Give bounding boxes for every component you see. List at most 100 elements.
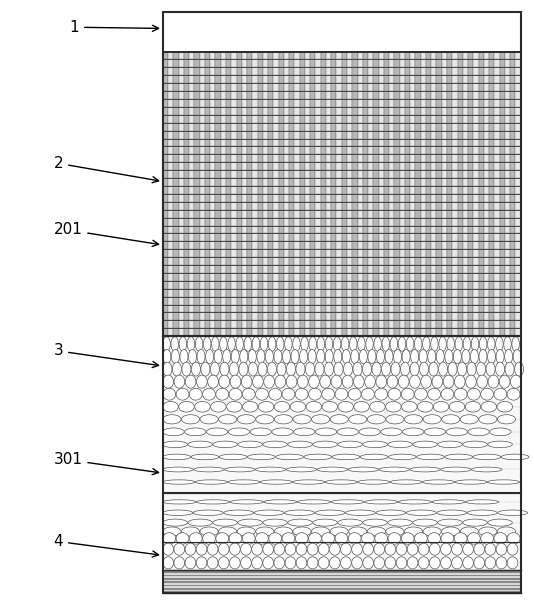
- Bar: [458, 273, 463, 281]
- Ellipse shape: [341, 543, 351, 555]
- Bar: [216, 67, 221, 75]
- Bar: [468, 241, 473, 249]
- Bar: [336, 289, 342, 296]
- Bar: [321, 218, 326, 226]
- Bar: [284, 289, 289, 296]
- Bar: [210, 139, 216, 146]
- Bar: [442, 123, 447, 131]
- Bar: [431, 162, 436, 170]
- Ellipse shape: [163, 480, 195, 484]
- Bar: [273, 194, 279, 202]
- Bar: [268, 329, 273, 336]
- Bar: [194, 83, 200, 91]
- Bar: [336, 329, 342, 336]
- Bar: [500, 67, 505, 75]
- Bar: [368, 202, 373, 210]
- Ellipse shape: [441, 467, 471, 472]
- Bar: [194, 210, 200, 218]
- Bar: [452, 170, 458, 178]
- Bar: [168, 139, 174, 146]
- Bar: [415, 170, 421, 178]
- Ellipse shape: [403, 428, 424, 436]
- Bar: [473, 75, 478, 83]
- Bar: [421, 194, 426, 202]
- Bar: [163, 146, 168, 154]
- Bar: [342, 154, 347, 162]
- Bar: [484, 67, 489, 75]
- Bar: [210, 178, 216, 186]
- Bar: [205, 59, 210, 67]
- Bar: [415, 59, 421, 67]
- Bar: [384, 83, 389, 91]
- Ellipse shape: [197, 500, 230, 504]
- Ellipse shape: [418, 402, 433, 412]
- Bar: [405, 154, 410, 162]
- Bar: [421, 234, 426, 241]
- Bar: [168, 99, 174, 107]
- Bar: [447, 321, 452, 329]
- Bar: [257, 123, 263, 131]
- Bar: [326, 131, 331, 139]
- Bar: [263, 59, 268, 67]
- Bar: [484, 281, 489, 289]
- Bar: [442, 67, 447, 75]
- Bar: [342, 312, 347, 321]
- Bar: [221, 170, 226, 178]
- Bar: [263, 123, 268, 131]
- Bar: [395, 241, 399, 249]
- Bar: [431, 226, 436, 234]
- Bar: [447, 186, 452, 194]
- Bar: [405, 218, 410, 226]
- Bar: [326, 99, 331, 107]
- Bar: [252, 91, 257, 99]
- Bar: [426, 273, 431, 281]
- Bar: [336, 249, 342, 257]
- Bar: [447, 210, 452, 218]
- Bar: [247, 265, 252, 273]
- Bar: [505, 139, 510, 146]
- Bar: [389, 162, 395, 170]
- Ellipse shape: [288, 441, 312, 448]
- Bar: [384, 67, 389, 75]
- Bar: [268, 257, 273, 265]
- Bar: [342, 321, 347, 329]
- Bar: [436, 281, 442, 289]
- Bar: [489, 162, 494, 170]
- Bar: [179, 146, 184, 154]
- Bar: [163, 273, 168, 281]
- Bar: [247, 170, 252, 178]
- Bar: [358, 186, 363, 194]
- Bar: [389, 123, 395, 131]
- Ellipse shape: [213, 519, 238, 526]
- Ellipse shape: [218, 557, 229, 569]
- Ellipse shape: [388, 388, 401, 400]
- Bar: [347, 186, 352, 194]
- Bar: [237, 139, 242, 146]
- Bar: [310, 289, 316, 296]
- Bar: [352, 281, 358, 289]
- Bar: [395, 146, 399, 154]
- Bar: [389, 51, 395, 59]
- Bar: [368, 170, 373, 178]
- Bar: [505, 281, 510, 289]
- Bar: [305, 178, 310, 186]
- Bar: [163, 51, 521, 336]
- Bar: [242, 178, 247, 186]
- Bar: [326, 312, 331, 321]
- Bar: [221, 265, 226, 273]
- Bar: [458, 210, 463, 218]
- Bar: [410, 321, 415, 329]
- Ellipse shape: [207, 543, 218, 555]
- Bar: [368, 329, 373, 336]
- Ellipse shape: [422, 480, 454, 484]
- Bar: [226, 321, 231, 329]
- Bar: [347, 249, 352, 257]
- Bar: [505, 226, 510, 234]
- Bar: [431, 234, 436, 241]
- Bar: [326, 304, 331, 312]
- Ellipse shape: [216, 532, 229, 544]
- Bar: [505, 241, 510, 249]
- Bar: [478, 99, 484, 107]
- Bar: [247, 249, 252, 257]
- Bar: [247, 296, 252, 304]
